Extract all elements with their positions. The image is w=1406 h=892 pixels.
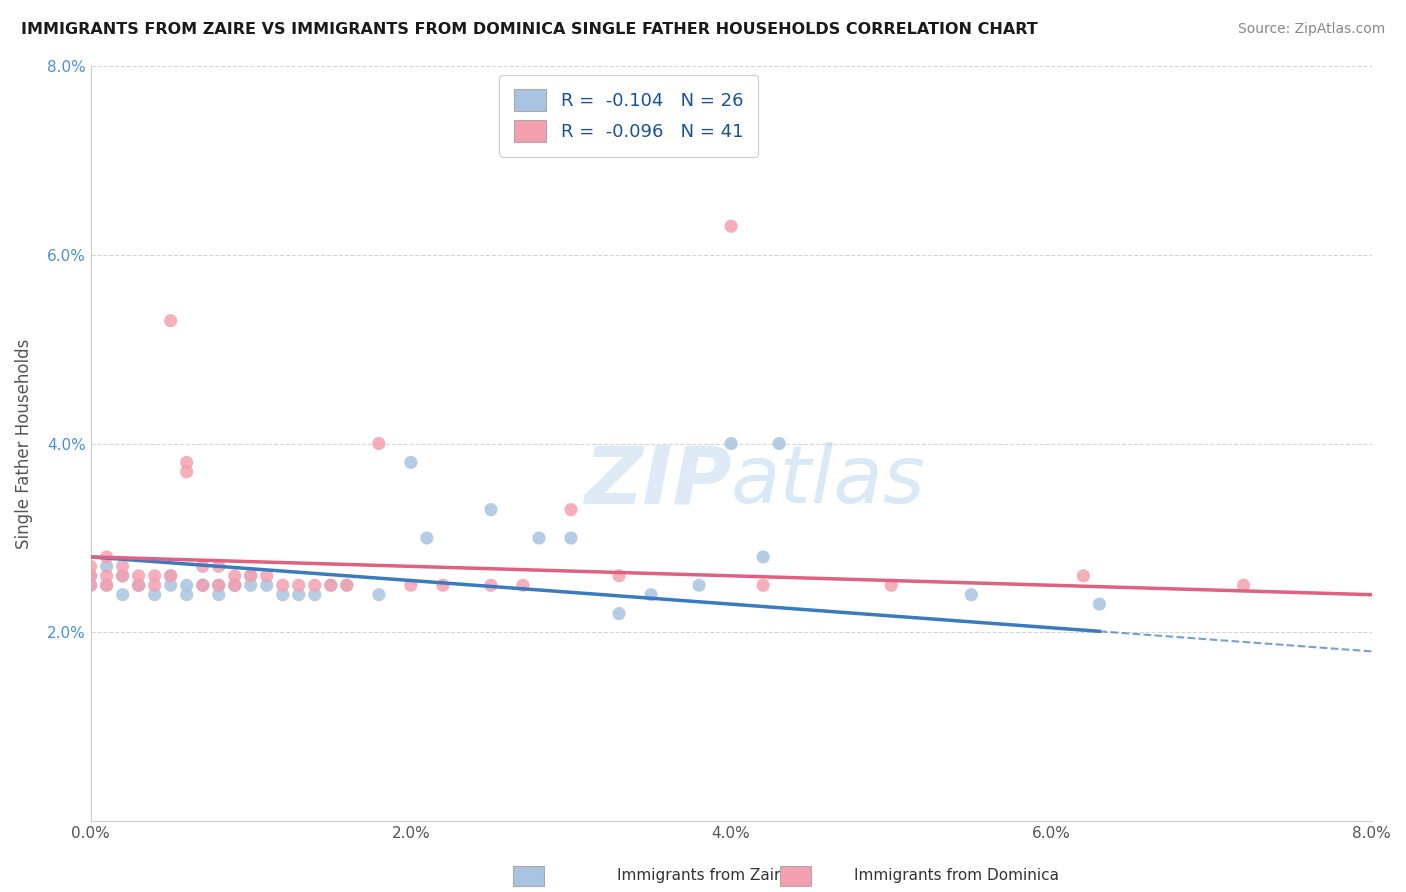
Point (159, 578, 181, 592)
Point (128, 578, 150, 592)
Point (336, 578, 359, 592)
Point (79, 578, 101, 592)
Y-axis label: Single Father Households: Single Father Households (15, 338, 32, 549)
Text: Immigrants from Zaire: Immigrants from Zaire (617, 869, 789, 883)
Point (880, 578, 903, 592)
Point (224, 569, 246, 583)
Point (208, 559, 231, 574)
Point (96, 549, 118, 564)
Point (752, 578, 775, 592)
Point (191, 559, 214, 574)
Point (79, 569, 101, 583)
Point (367, 588, 389, 602)
Point (128, 578, 150, 592)
Point (256, 578, 278, 592)
Point (191, 578, 214, 592)
Point (688, 578, 710, 592)
Point (512, 578, 534, 592)
Point (224, 578, 246, 592)
Point (176, 465, 198, 479)
Point (1232, 578, 1254, 592)
Point (96, 578, 118, 592)
Point (432, 578, 454, 592)
Point (336, 578, 359, 592)
Point (176, 588, 198, 602)
Point (96, 578, 118, 592)
Point (128, 578, 150, 592)
Point (319, 578, 342, 592)
Point (560, 531, 582, 545)
Point (143, 588, 166, 602)
Point (960, 588, 983, 602)
Point (720, 436, 742, 450)
Point (111, 569, 134, 583)
Point (208, 588, 231, 602)
Text: Source: ZipAtlas.com: Source: ZipAtlas.com (1237, 22, 1385, 37)
Point (319, 578, 342, 592)
Legend: R =  -0.104   N = 26, R =  -0.096   N = 41: R = -0.104 N = 26, R = -0.096 N = 41 (499, 75, 758, 157)
Text: IMMIGRANTS FROM ZAIRE VS IMMIGRANTS FROM DOMINICA SINGLE FATHER HOUSEHOLDS CORRE: IMMIGRANTS FROM ZAIRE VS IMMIGRANTS FROM… (21, 22, 1038, 37)
Point (111, 588, 134, 602)
Point (143, 578, 166, 592)
Point (159, 569, 181, 583)
Point (191, 578, 214, 592)
Point (288, 588, 311, 602)
Point (304, 588, 326, 602)
Point (239, 578, 262, 592)
Point (607, 607, 630, 621)
Point (208, 578, 231, 592)
Text: Immigrants from Dominica: Immigrants from Dominica (853, 869, 1059, 883)
Point (96, 559, 118, 574)
Point (159, 569, 181, 583)
Point (79, 578, 101, 592)
Point (143, 569, 166, 583)
Point (176, 578, 198, 592)
Point (111, 559, 134, 574)
Point (752, 549, 775, 564)
Point (79, 559, 101, 574)
Point (96, 569, 118, 583)
Point (720, 219, 742, 234)
Point (271, 578, 294, 592)
Point (399, 455, 422, 469)
Text: atlas: atlas (731, 442, 927, 520)
Point (304, 578, 326, 592)
Point (640, 588, 662, 602)
Point (224, 578, 246, 592)
Point (527, 531, 550, 545)
Point (208, 578, 231, 592)
Point (1073, 569, 1095, 583)
Point (256, 569, 278, 583)
Point (416, 531, 439, 545)
Point (607, 569, 630, 583)
Point (768, 436, 790, 450)
Point (79, 569, 101, 583)
Point (111, 569, 134, 583)
Point (479, 578, 502, 592)
Point (367, 436, 389, 450)
Point (399, 578, 422, 592)
Point (176, 455, 198, 469)
Point (288, 578, 311, 592)
Point (239, 569, 262, 583)
Text: ZIP: ZIP (583, 442, 731, 520)
Point (479, 502, 502, 516)
Point (191, 578, 214, 592)
Point (159, 314, 181, 328)
Point (224, 578, 246, 592)
Point (128, 569, 150, 583)
Point (239, 569, 262, 583)
Point (560, 502, 582, 516)
Point (271, 588, 294, 602)
Point (1088, 597, 1111, 611)
